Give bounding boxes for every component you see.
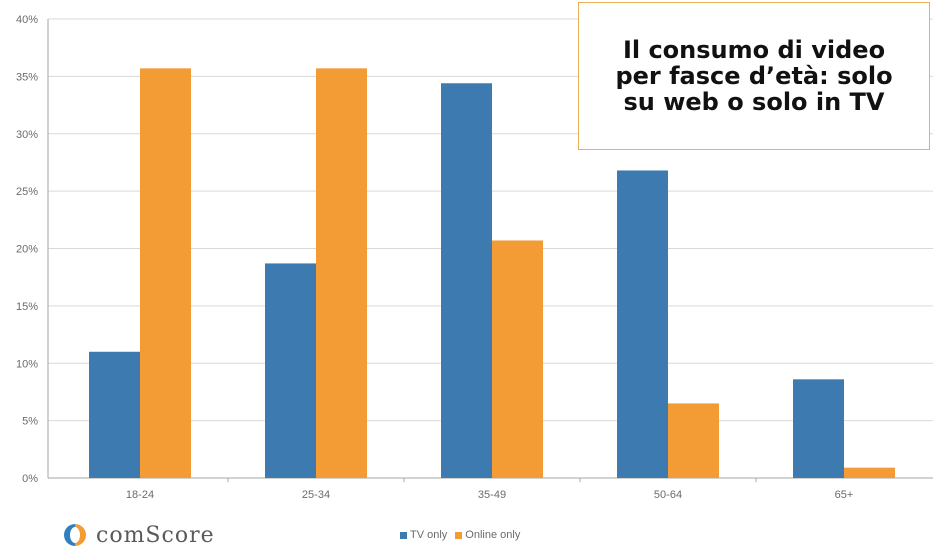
y-tick-label: 25% [16, 186, 38, 198]
bar-online-only-65+ [844, 467, 895, 478]
x-category-label: 25-34 [302, 489, 330, 501]
chart-legend: TV only Online only [400, 527, 528, 543]
legend-label-tv-only: TV only [410, 529, 448, 541]
y-tick-label: 20% [16, 244, 38, 256]
y-tick-label: 0% [22, 473, 38, 485]
x-category-label: 18-24 [126, 489, 154, 501]
chart-title-box: Il consumo di video per fasce d’età: sol… [578, 2, 930, 150]
bar-online-only-18-24 [140, 68, 191, 478]
bar-tv-only-35-49 [441, 83, 492, 478]
x-category-label: 50-64 [654, 489, 682, 501]
bar-online-only-35-49 [492, 240, 543, 478]
legend-swatch-tv-only [400, 531, 407, 539]
legend-item-tv-only: TV only [400, 529, 447, 541]
bar-tv-only-50-64 [617, 170, 668, 478]
legend-swatch-online-only [455, 531, 463, 539]
bar-tv-only-25-34 [265, 263, 316, 478]
comscore-logo-icon [64, 524, 86, 546]
x-category-label: 65+ [835, 489, 854, 501]
legend-item-online-only: Online only [455, 529, 520, 541]
y-tick-label: 40% [16, 14, 38, 26]
bar-online-only-25-34 [316, 68, 367, 478]
comscore-logo-text: comScore [96, 522, 215, 548]
bar-online-only-50-64 [668, 403, 719, 478]
chart-title: Il consumo di video per fasce d’età: sol… [615, 36, 893, 116]
y-tick-label: 30% [16, 129, 38, 141]
legend-label-online-only: Online only [465, 529, 521, 541]
comscore-logo: comScore [62, 520, 215, 550]
x-category-label: 35-49 [478, 489, 506, 501]
y-tick-label: 5% [22, 416, 38, 428]
y-tick-label: 10% [16, 358, 38, 370]
bar-tv-only-18-24 [89, 351, 140, 478]
bar-tv-only-65+ [793, 379, 844, 478]
y-tick-label: 35% [16, 71, 38, 83]
y-tick-label: 15% [16, 301, 38, 313]
